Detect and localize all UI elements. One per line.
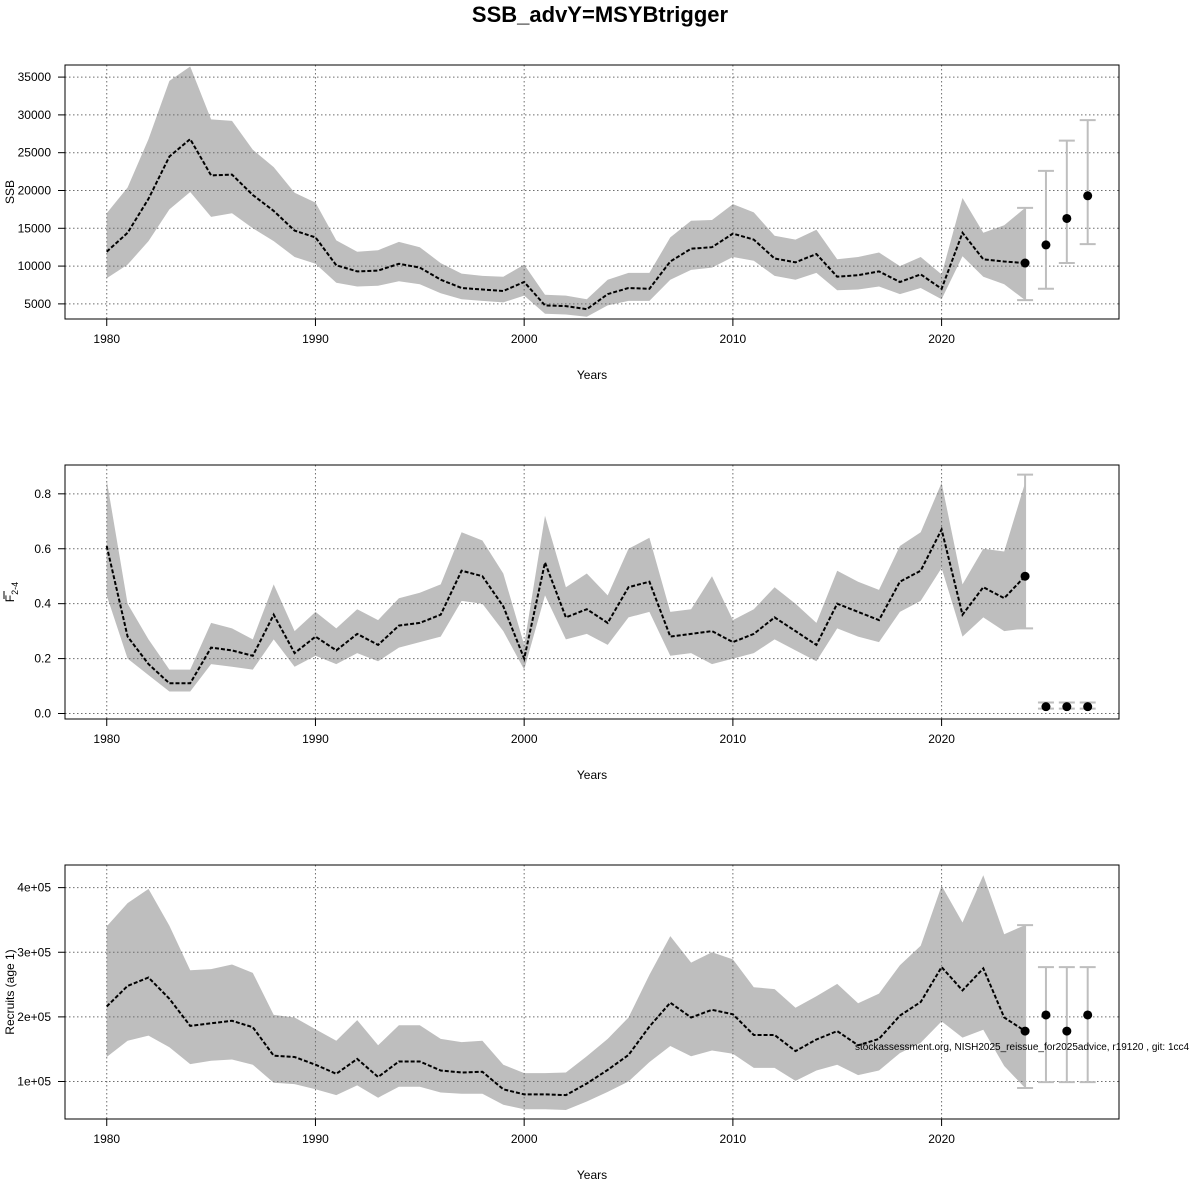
ssb-confidence-band: [106, 66, 1026, 317]
recruits-y-tick-label: 2e+05: [17, 1010, 51, 1024]
fbar-panel: 1980 1990 2000 2010 2020 0.0 0.2 0.4 0.6 0.8 Years…: [3, 464, 1120, 782]
ssb-panel: 1980 1990 2000 2010 2020 5000 10000 15000 20000 2…: [3, 64, 1120, 382]
recruits-x-axis-label: Years: [577, 1168, 607, 1182]
ssb-forecast-point: [1020, 258, 1030, 268]
ssb-x-tick-label: 2010: [720, 332, 747, 346]
fbar-y-tick-label: 0.4: [34, 597, 51, 611]
ssb-x-axis-label: Years: [577, 368, 607, 382]
ssb-x-tick-label: 1990: [302, 332, 329, 346]
recruits-estimate-line: [105, 965, 1026, 1097]
ssb-y-tick-label: 15000: [18, 221, 52, 235]
fbar-y-axis-label-subscript: 2-4: [10, 582, 20, 595]
recruits-forecast-point: [1020, 1026, 1030, 1036]
ssb-x-tick-label: 1980: [93, 332, 120, 346]
ssb-y-axis-label: SSB: [3, 180, 17, 204]
recruits-x-tick-label: 1990: [302, 1132, 329, 1146]
ssb-forecast-point: [1062, 213, 1072, 223]
ssb-plot-frame: [64, 64, 1120, 320]
ssb-y-tick-label: 35000: [18, 70, 52, 84]
recruits-x-tick-label: 2020: [928, 1132, 955, 1146]
fbar-x-tick-label: 2010: [720, 732, 747, 746]
ssb-x-tick-label: 2000: [511, 332, 538, 346]
ssb-y-axis-label-text: SSB: [3, 180, 17, 204]
fbar-confidence-band: [106, 480, 1026, 692]
recruits-forecast-point: [1062, 1026, 1072, 1036]
recruits-panel: 1980 1990 2000 2010 2020 1e+05 2e+05 3e+05 4e+05…: [3, 864, 1120, 1182]
fbar-y-tick-label: 0.6: [34, 542, 51, 556]
ssb-y-tick-label: 5000: [24, 297, 51, 311]
ssb-forecast-point: [1041, 240, 1051, 250]
recruits-forecast-point: [1041, 1010, 1051, 1020]
credit-text: stockassessment.org, NISH2025_reissue_fo…: [855, 1042, 1190, 1053]
recruits-x-tick-label: 2010: [720, 1132, 747, 1146]
recruits-plot-frame: [64, 864, 1120, 1120]
recruits-y-axis-label-text: Recruits (age 1): [3, 949, 17, 1034]
ssb-estimate-line: [106, 137, 1026, 311]
fbar-forecast-point: [1020, 571, 1030, 581]
recruits-y-tick-label: 3e+05: [17, 945, 51, 959]
recruits-y-tick-label: 1e+05: [17, 1075, 51, 1089]
fbar-estimate-line: [105, 526, 1026, 685]
recruits-x-tick-label: 2000: [511, 1132, 538, 1146]
recruits-confidence-band: [106, 875, 1026, 1110]
fbar-y-tick-label: 0.2: [34, 652, 51, 666]
fbar-plot-frame: [64, 464, 1120, 720]
fbar-x-tick-label: 1990: [302, 732, 329, 746]
fbar-y-axis-label-text: F: [3, 595, 17, 602]
ssb-y-tick-label: 25000: [18, 146, 52, 160]
fbar-y-tick-label: 0.0: [34, 707, 51, 721]
recruits-x-tick-label: 1980: [93, 1132, 120, 1146]
chart-title: SSB_advY=MSYBtrigger: [471, 2, 729, 27]
ssb-forecast-point: [1083, 191, 1093, 201]
fbar-y-tick-label: 0.8: [34, 487, 51, 501]
recruits-forecast-point: [1083, 1010, 1093, 1020]
ssb-y-tick-label: 10000: [18, 259, 52, 273]
fbar-x-tick-label: 2000: [511, 732, 538, 746]
fbar-x-axis-label: Years: [577, 768, 607, 782]
recruits-y-tick-label: 4e+05: [17, 881, 51, 895]
fbar-x-tick-label: 1980: [93, 732, 120, 746]
ssb-y-tick-label: 30000: [18, 108, 52, 122]
ssb-y-tick-label: 20000: [18, 183, 52, 197]
fbar-y-axis-label: F2-4: [3, 582, 20, 602]
ssb-x-tick-label: 2020: [928, 332, 955, 346]
fbar-forecast-point: [1041, 702, 1051, 712]
recruits-y-axis-label: Recruits (age 1): [3, 949, 17, 1034]
fbar-x-tick-label: 2020: [928, 732, 955, 746]
fbar-forecast-point: [1062, 702, 1072, 712]
fbar-forecast-point: [1083, 702, 1093, 712]
